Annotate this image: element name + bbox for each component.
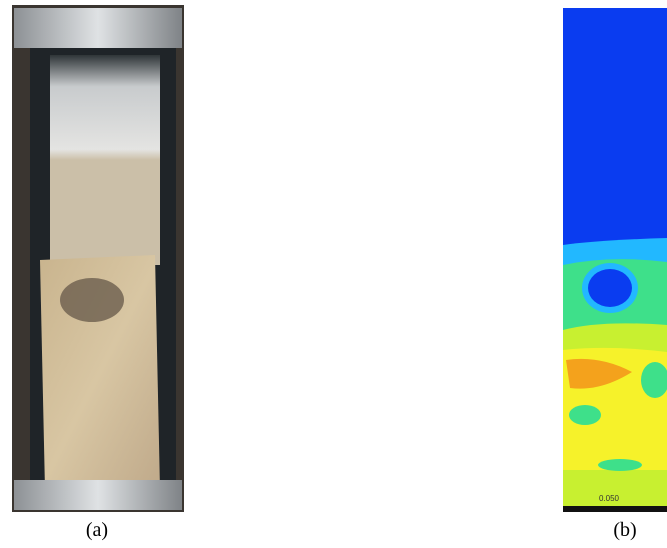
scale-label: 0.050 bbox=[599, 494, 620, 503]
contour-void bbox=[588, 269, 632, 307]
foil-top bbox=[14, 8, 182, 48]
page: 0.050 (a) (b) (() => { const data = JSON… bbox=[0, 0, 667, 548]
figure: 0.050 (a) (b) bbox=[0, 0, 667, 548]
contour-panel: 0.050 bbox=[563, 8, 667, 512]
scale-bar bbox=[563, 506, 667, 512]
glass bbox=[50, 55, 160, 265]
contour-green-blob bbox=[598, 459, 642, 471]
caption: (a) bbox=[86, 519, 108, 541]
photo-panel bbox=[12, 5, 184, 512]
contour-green-blob bbox=[569, 405, 601, 425]
bubble bbox=[60, 278, 124, 322]
caption: (b) bbox=[613, 519, 636, 541]
foil-bottom bbox=[14, 480, 182, 510]
